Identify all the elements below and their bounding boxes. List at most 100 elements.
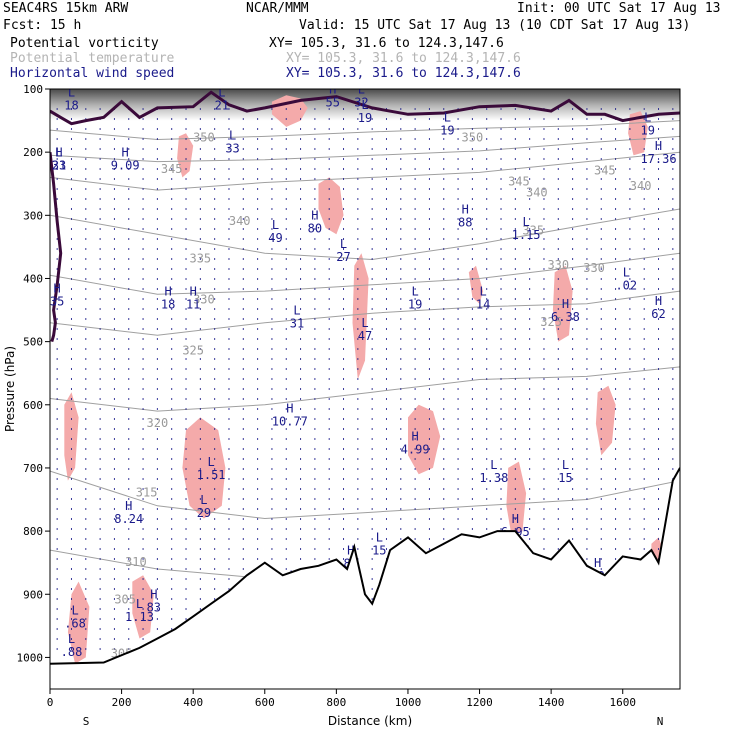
x-tick-label-200: 200 (112, 696, 132, 709)
extremum-type-19: H (190, 284, 197, 298)
y-tick-label-700: 700 (23, 462, 43, 475)
theta-label-11: 325 (540, 315, 562, 329)
pv-region-6 (64, 392, 79, 481)
x-axis: 0 200 400 600 800 1000 1200 1400 1600 (47, 689, 636, 709)
theta-line-330 (50, 252, 680, 295)
extremum-value-4: 21 (52, 158, 66, 172)
theta-line-320 (50, 366, 680, 412)
extremum-type-12: H (311, 209, 318, 223)
x-tick-label-1000: 1000 (395, 696, 422, 709)
extremum-type-45: L (71, 603, 78, 617)
theta-line-340 (50, 151, 680, 191)
extremum-value-9: 19 (440, 124, 454, 138)
extremum-value-3: 33 (52, 158, 66, 172)
extremum-type-40: H (594, 556, 601, 570)
y-tick-label-100: 100 (23, 83, 43, 96)
pv-region-1 (177, 133, 194, 178)
tropopause-fold (50, 152, 63, 343)
y-tick-label-400: 400 (23, 272, 43, 285)
extremum-value-26: 35 (50, 294, 64, 308)
extremum-type-11: H (655, 139, 662, 153)
theta-label-16: 310 (125, 555, 147, 569)
theta-label-17: 305 (114, 593, 136, 607)
theta-label-8: 335 (522, 223, 544, 237)
tropopause-line (50, 90, 680, 126)
extremum-type-13: L (272, 218, 279, 232)
y-axis: 100 200 300 400 500 600 700 800 900 1000 (17, 83, 50, 664)
theta-label-15: 315 (136, 485, 158, 499)
extremum-value-20: 31 (290, 316, 304, 330)
extremum-type-24: H (562, 297, 569, 311)
extremum-type-25: H (655, 294, 662, 308)
pv-region-2 (318, 177, 344, 235)
extremum-value-46: .88 (61, 645, 83, 659)
extremum-value-32: 29 (197, 506, 211, 520)
x-end-label-north: N (657, 715, 664, 728)
extremum-type-31: L (562, 458, 569, 472)
y-tick-label-900: 900 (23, 588, 43, 601)
extremum-value-10: 19 (641, 124, 655, 138)
extremum-type-36: L (376, 531, 383, 545)
field-name-theta: Potential temperature (10, 51, 175, 66)
extremum-value-22: 19 (408, 297, 422, 311)
extremum-type-17: L (623, 265, 630, 279)
extremum-value-33: 8.24 (114, 512, 143, 526)
theta-label-21: 345 (161, 162, 183, 176)
x-tick-label-800: 800 (326, 696, 346, 709)
theta-label-5: 350 (193, 130, 215, 144)
y-tick-label-1000: 1000 (17, 651, 44, 664)
org-label: NCAR/MMM (246, 1, 309, 16)
y-tick-label-200: 200 (23, 146, 43, 159)
extremum-value-6: 55 (326, 95, 340, 109)
extremum-value-31: 15 (558, 471, 572, 485)
theta-label-0: 350 (462, 130, 484, 144)
y-tick-label-500: 500 (23, 336, 43, 349)
extremum-type-28: H (411, 430, 418, 444)
extremum-value-45: .68 (64, 616, 86, 630)
extremum-value-18: 18 (161, 297, 175, 311)
extremum-value-43: 83 (147, 601, 161, 615)
extremum-type-44: L (136, 597, 143, 611)
extremum-value-11: 17.36 (640, 152, 676, 166)
x-end-label-south: S (83, 715, 90, 728)
fcst-label: Fcst: 15 h (3, 18, 81, 33)
pv-region-9 (595, 385, 616, 456)
extremum-type-9: L (444, 111, 451, 125)
extremum-type-20: L (293, 303, 300, 317)
x-tick-label-1200: 1200 (466, 696, 493, 709)
extremum-value-23: 14 (476, 297, 490, 311)
pv-region-10 (552, 265, 573, 342)
y-tick-label-600: 600 (23, 399, 43, 412)
extremum-value-25: 62 (651, 307, 665, 321)
theta-label-12: 330 (547, 258, 569, 272)
extremum-value-21: 47 (358, 329, 372, 343)
pv-region-4 (182, 417, 226, 519)
extremum-value-36: 15 (372, 544, 386, 558)
extremum-type-8: L (361, 98, 368, 112)
extremum-type-7: L (358, 82, 365, 96)
theta-label-2: 340 (526, 185, 548, 199)
extremum-value-16: 1.15 (512, 228, 541, 242)
extremum-value-13: 49 (268, 231, 282, 245)
extremum-value-19: 11 (186, 297, 200, 311)
extremum-type-2: L (218, 85, 225, 99)
theta-label-9: 330 (193, 293, 215, 307)
extremum-value-27: 10.77 (272, 414, 308, 428)
x-tick-label-0: 0 (47, 696, 54, 709)
extremum-type-27: H (286, 401, 293, 415)
extremum-type-23: L (480, 284, 487, 298)
field-name-pv: Potential vorticity (10, 36, 159, 51)
pv-region-11 (506, 461, 527, 538)
extremum-value-44: 1.13 (125, 610, 154, 624)
extremum-value-17: .02 (615, 278, 637, 292)
field-xy-theta: XY= 105.3, 31.6 to 124.3,147.6 (286, 51, 521, 66)
x-axis-title: Distance (km) (328, 714, 412, 728)
init-label: Init: 00 UTC Sat 17 Aug 13 (517, 1, 721, 16)
extremum-type-30: L (490, 458, 497, 472)
theta-line-325 (50, 290, 680, 336)
theta-label-13: 330 (583, 261, 605, 275)
theta-line-335 (50, 208, 680, 261)
terrain-surface (50, 467, 680, 689)
extremum-value-2: 21 (215, 98, 229, 112)
extremum-type-43: H (150, 588, 157, 602)
